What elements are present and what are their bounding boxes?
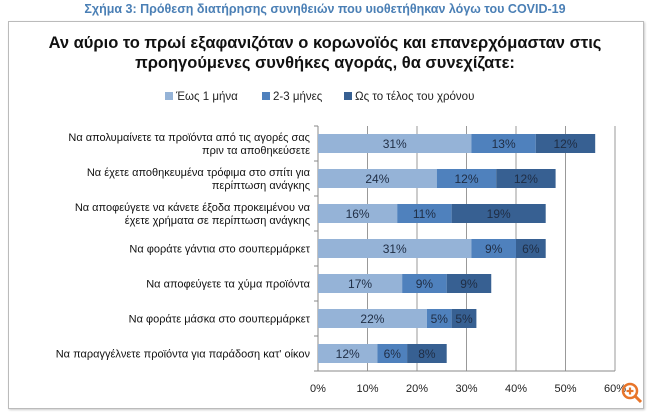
- data-label: 5%: [431, 312, 449, 326]
- data-label: 12%: [514, 172, 538, 186]
- category-label: πριν τα αποθηκεύσετε: [202, 145, 310, 157]
- category-label: έχετε χρήματα σε περίπτωση ανάγκης: [125, 215, 310, 227]
- data-label: 9%: [485, 242, 503, 256]
- data-label: 12%: [454, 172, 478, 186]
- legend-label: Ως το τέλος του χρόνου: [355, 91, 474, 103]
- data-label: 16%: [346, 207, 370, 221]
- bar-segment: [318, 309, 427, 328]
- zoom-in-icon[interactable]: [621, 382, 643, 404]
- chart-title-line: Αν αύριο το πρωί εξαφανιζόταν ο κορωνοϊό…: [48, 34, 602, 52]
- data-label: 9%: [416, 277, 434, 291]
- legend-label: 2-3 μήνες: [273, 91, 323, 103]
- bar-segment: [402, 274, 447, 293]
- bar-segment: [446, 274, 492, 293]
- data-label: 17%: [348, 277, 372, 291]
- bar-segment: [318, 274, 403, 293]
- data-label: 19%: [487, 207, 511, 221]
- bar-segment: [318, 134, 472, 153]
- category-label: Να αποφεύγετε τα χύμα προϊόντα: [146, 279, 310, 291]
- bar-segment: [318, 239, 472, 258]
- bar-segment: [318, 169, 437, 188]
- chart-title-line: προηγούμενες συνθήκες αγοράς, θα συνεχίζ…: [135, 54, 515, 72]
- data-label: 5%: [455, 312, 473, 326]
- bar-segment: [471, 134, 536, 153]
- legend-swatch: [165, 92, 173, 100]
- bar-segment: [471, 239, 516, 258]
- bar-segment: [426, 309, 452, 328]
- data-label: 12%: [553, 137, 577, 151]
- data-label: 31%: [383, 137, 407, 151]
- bar-segment: [318, 344, 378, 363]
- data-label: 9%: [460, 277, 478, 291]
- data-label: 12%: [336, 347, 360, 361]
- x-tick-label: 40%: [505, 383, 527, 395]
- data-label: 8%: [418, 347, 436, 361]
- x-tick-label: 30%: [455, 383, 477, 395]
- legend-swatch: [344, 92, 352, 100]
- bar-segment: [496, 169, 556, 188]
- x-tick-label: 0%: [310, 383, 326, 395]
- bar-segment: [535, 134, 596, 153]
- category-label: Να φοράτε μάσκα στο σουπερμάρκετ: [129, 314, 311, 326]
- category-label: Να παραγγέλνετε προϊόντα για παράδοση κα…: [56, 349, 311, 361]
- data-label: 13%: [492, 137, 516, 151]
- legend-label: Έως 1 μήνα: [175, 91, 238, 103]
- category-label: Να αποφεύγετε να κάνετε έξοδα προκειμένο…: [75, 202, 311, 214]
- bar-segment: [516, 239, 546, 258]
- category-label: Να έχετε αποθηκευμένα τρόφιμα στο σπίτι …: [87, 167, 311, 179]
- data-label: 31%: [383, 242, 407, 256]
- bar-segment: [436, 169, 497, 188]
- x-tick-label: 10%: [356, 383, 378, 395]
- category-label: Να φοράτε γάντια στο σουπερμάρκετ: [129, 244, 310, 256]
- bar-segment: [377, 344, 408, 363]
- bar-segment: [397, 204, 452, 223]
- x-tick-label: 50%: [554, 383, 576, 395]
- x-tick-label: 60%: [604, 383, 626, 395]
- bar-segment: [451, 309, 477, 328]
- bar-segment: [407, 344, 447, 363]
- data-label: 6%: [522, 242, 540, 256]
- bar-segment: [451, 204, 546, 223]
- data-label: 6%: [384, 347, 402, 361]
- category-label: περίπτωση ανάγκης: [212, 180, 310, 192]
- chart-frame: [8, 21, 644, 409]
- data-label: 24%: [365, 172, 389, 186]
- figure-caption: Σχήμα 3: Πρόθεση διατήρησης συνηθειών πο…: [84, 2, 566, 16]
- legend-swatch: [262, 92, 270, 100]
- data-label: 22%: [360, 312, 384, 326]
- x-tick-label: 20%: [406, 383, 428, 395]
- chart-title: Αν αύριο το πρωί εξαφανιζόταν ο κορωνοϊό…: [0, 33, 650, 73]
- category-label: Να απολυμαίνετε τα προϊόντα από τις αγορ…: [68, 132, 310, 144]
- bar-segment: [318, 204, 398, 223]
- data-label: 11%: [413, 207, 436, 221]
